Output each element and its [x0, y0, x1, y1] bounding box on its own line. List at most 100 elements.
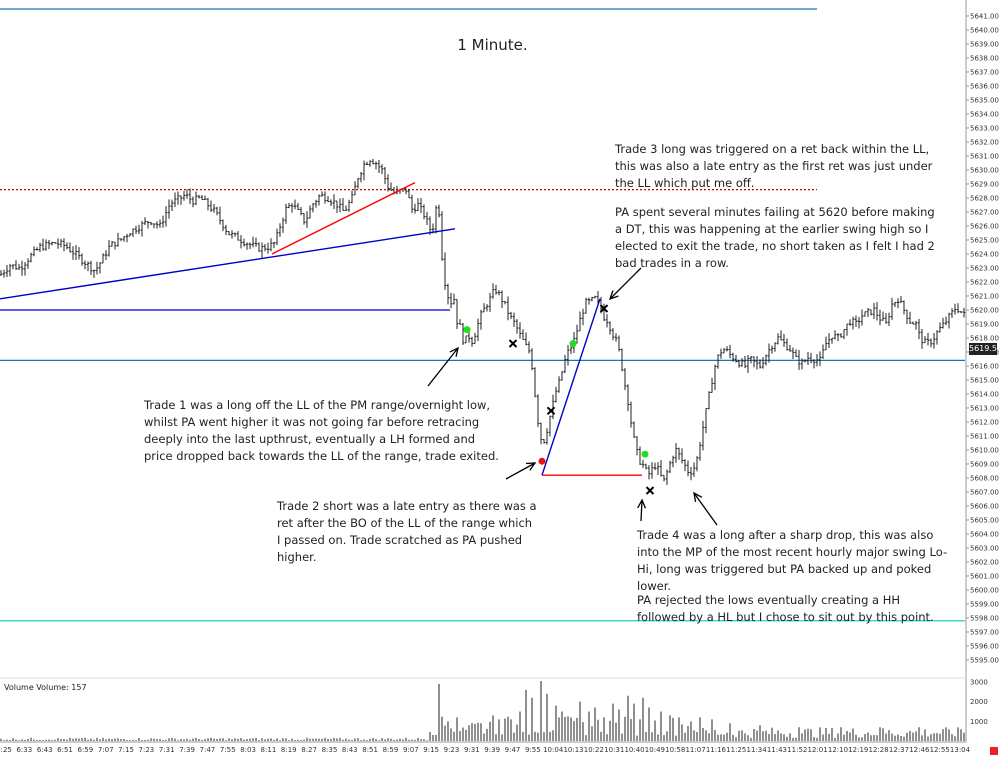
ohlc-bar — [887, 312, 891, 327]
ohlc-bar — [626, 384, 630, 412]
time-tick-label: 10:04 — [543, 746, 564, 754]
time-tick-label: 11:07 — [685, 746, 705, 754]
ohlc-bar — [815, 354, 819, 367]
ohlc-bar — [665, 469, 669, 486]
ohlc-bar — [239, 235, 243, 249]
time-tick-label: 9:39 — [484, 746, 500, 754]
ohlc-bar — [305, 211, 309, 228]
ohlc-bar — [356, 177, 360, 189]
ohlc-bar — [797, 349, 801, 370]
ohlc-bar — [935, 330, 939, 345]
time-axis-ticks: 6:25 6:33 6:43 6:51 6:59 7:07 7:15 7:23 7:31 7:39… — [0, 746, 971, 754]
ohlc-bar — [521, 329, 525, 340]
ohlc-bar — [608, 321, 612, 335]
ohlc-bar — [503, 300, 507, 305]
ohlc-bar — [86, 261, 90, 272]
ohlc-bar — [98, 262, 102, 274]
ohlc-bar — [53, 241, 57, 244]
ohlc-bar — [629, 401, 633, 428]
time-tick-label: 7:23 — [139, 746, 155, 754]
price-bars — [0, 158, 966, 486]
ohlc-bar — [803, 359, 807, 363]
time-tick-label: 7:39 — [179, 746, 195, 754]
ohlc-bar — [44, 239, 48, 251]
ohlc-bar — [155, 221, 159, 229]
ohlc-bar — [914, 320, 918, 330]
ohlc-bar — [899, 295, 903, 303]
ohlc-bar — [413, 203, 417, 214]
ohlc-bar — [338, 198, 342, 213]
ohlc-bar — [725, 346, 729, 352]
time-tick-label: 6:59 — [77, 746, 93, 754]
ohlc-bar — [506, 296, 510, 321]
ohlc-bar — [518, 322, 522, 339]
ohlc-bar — [812, 359, 816, 369]
ohlc-bar — [284, 203, 288, 224]
ohlc-bar — [929, 338, 933, 348]
ohlc-bar — [911, 321, 915, 325]
ohlc-bar — [944, 316, 948, 326]
entry-dot-1 — [569, 340, 577, 348]
ohlc-bar — [833, 330, 837, 340]
price-tick-label: 5634.00 — [970, 111, 999, 119]
ohlc-bar — [164, 206, 168, 227]
ohlc-bar — [611, 328, 615, 341]
trendline-0 — [0, 228, 456, 300]
ohlc-bar — [485, 304, 489, 312]
price-tick-label: 5639.00 — [970, 41, 999, 49]
price-tick-label: 5633.00 — [970, 125, 999, 133]
time-tick-label: 7:55 — [220, 746, 236, 754]
ohlc-bar — [377, 159, 381, 174]
ohlc-bar — [575, 324, 579, 344]
time-tick-label: 11:52 — [787, 746, 807, 754]
ohlc-bar — [308, 205, 312, 219]
ohlc-bar — [704, 407, 708, 434]
ohlc-bar — [47, 239, 51, 250]
ohlc-bar — [152, 223, 156, 229]
ohlc-bar — [554, 386, 558, 403]
ohlc-bar — [791, 347, 795, 360]
ohlc-bar — [848, 319, 852, 326]
price-tick-label: 5610.00 — [970, 447, 999, 455]
time-tick-label: 11:25 — [726, 746, 746, 754]
ohlc-bar — [515, 319, 519, 334]
ohlc-bar — [809, 352, 813, 364]
ohlc-bar — [593, 295, 597, 299]
price-tick-label: 5612.00 — [970, 419, 999, 427]
ohlc-bar — [539, 422, 543, 445]
ohlc-bar — [614, 333, 618, 342]
price-axis-ticks: 5641.00 5640.00 5639.00 5638.00 5637.00 5636.… — [966, 13, 999, 665]
ohlc-bar — [461, 322, 465, 345]
ohlc-bar — [209, 200, 213, 213]
price-tick-label: 5614.00 — [970, 391, 999, 399]
ohlc-bar — [26, 258, 30, 269]
ohlc-bar — [65, 242, 69, 250]
ohlc-bar — [254, 237, 258, 247]
ohlc-bar — [758, 359, 762, 369]
price-tick-label: 5605.00 — [970, 517, 999, 525]
ohlc-bar — [8, 263, 12, 277]
ohlc-bar — [476, 318, 480, 342]
price-tick-label: 5607.00 — [970, 489, 999, 497]
time-tick-label: 9:47 — [505, 746, 521, 754]
price-tick-label: 5611.00 — [970, 433, 999, 441]
ohlc-bar — [782, 333, 786, 347]
ohlc-bar — [932, 333, 936, 349]
time-tick-label: 10:49 — [645, 746, 665, 754]
ohlc-bar — [260, 242, 264, 258]
ohlc-bar — [68, 242, 72, 253]
ohlc-bar — [530, 348, 534, 371]
ohlc-bar — [884, 313, 888, 324]
ohlc-bar — [920, 328, 924, 349]
ohlc-bar — [188, 188, 192, 205]
ohlc-bar — [2, 269, 6, 278]
ohlc-bar — [20, 260, 24, 276]
time-tick-label: 10:40 — [624, 746, 644, 754]
price-tick-label: 5637.00 — [970, 69, 999, 77]
ohlc-bar — [161, 215, 165, 228]
exit-x-mark-6 — [599, 304, 609, 313]
ohlc-bar — [314, 199, 318, 208]
ohlc-bar — [50, 241, 54, 246]
ohlc-bar — [311, 202, 315, 213]
